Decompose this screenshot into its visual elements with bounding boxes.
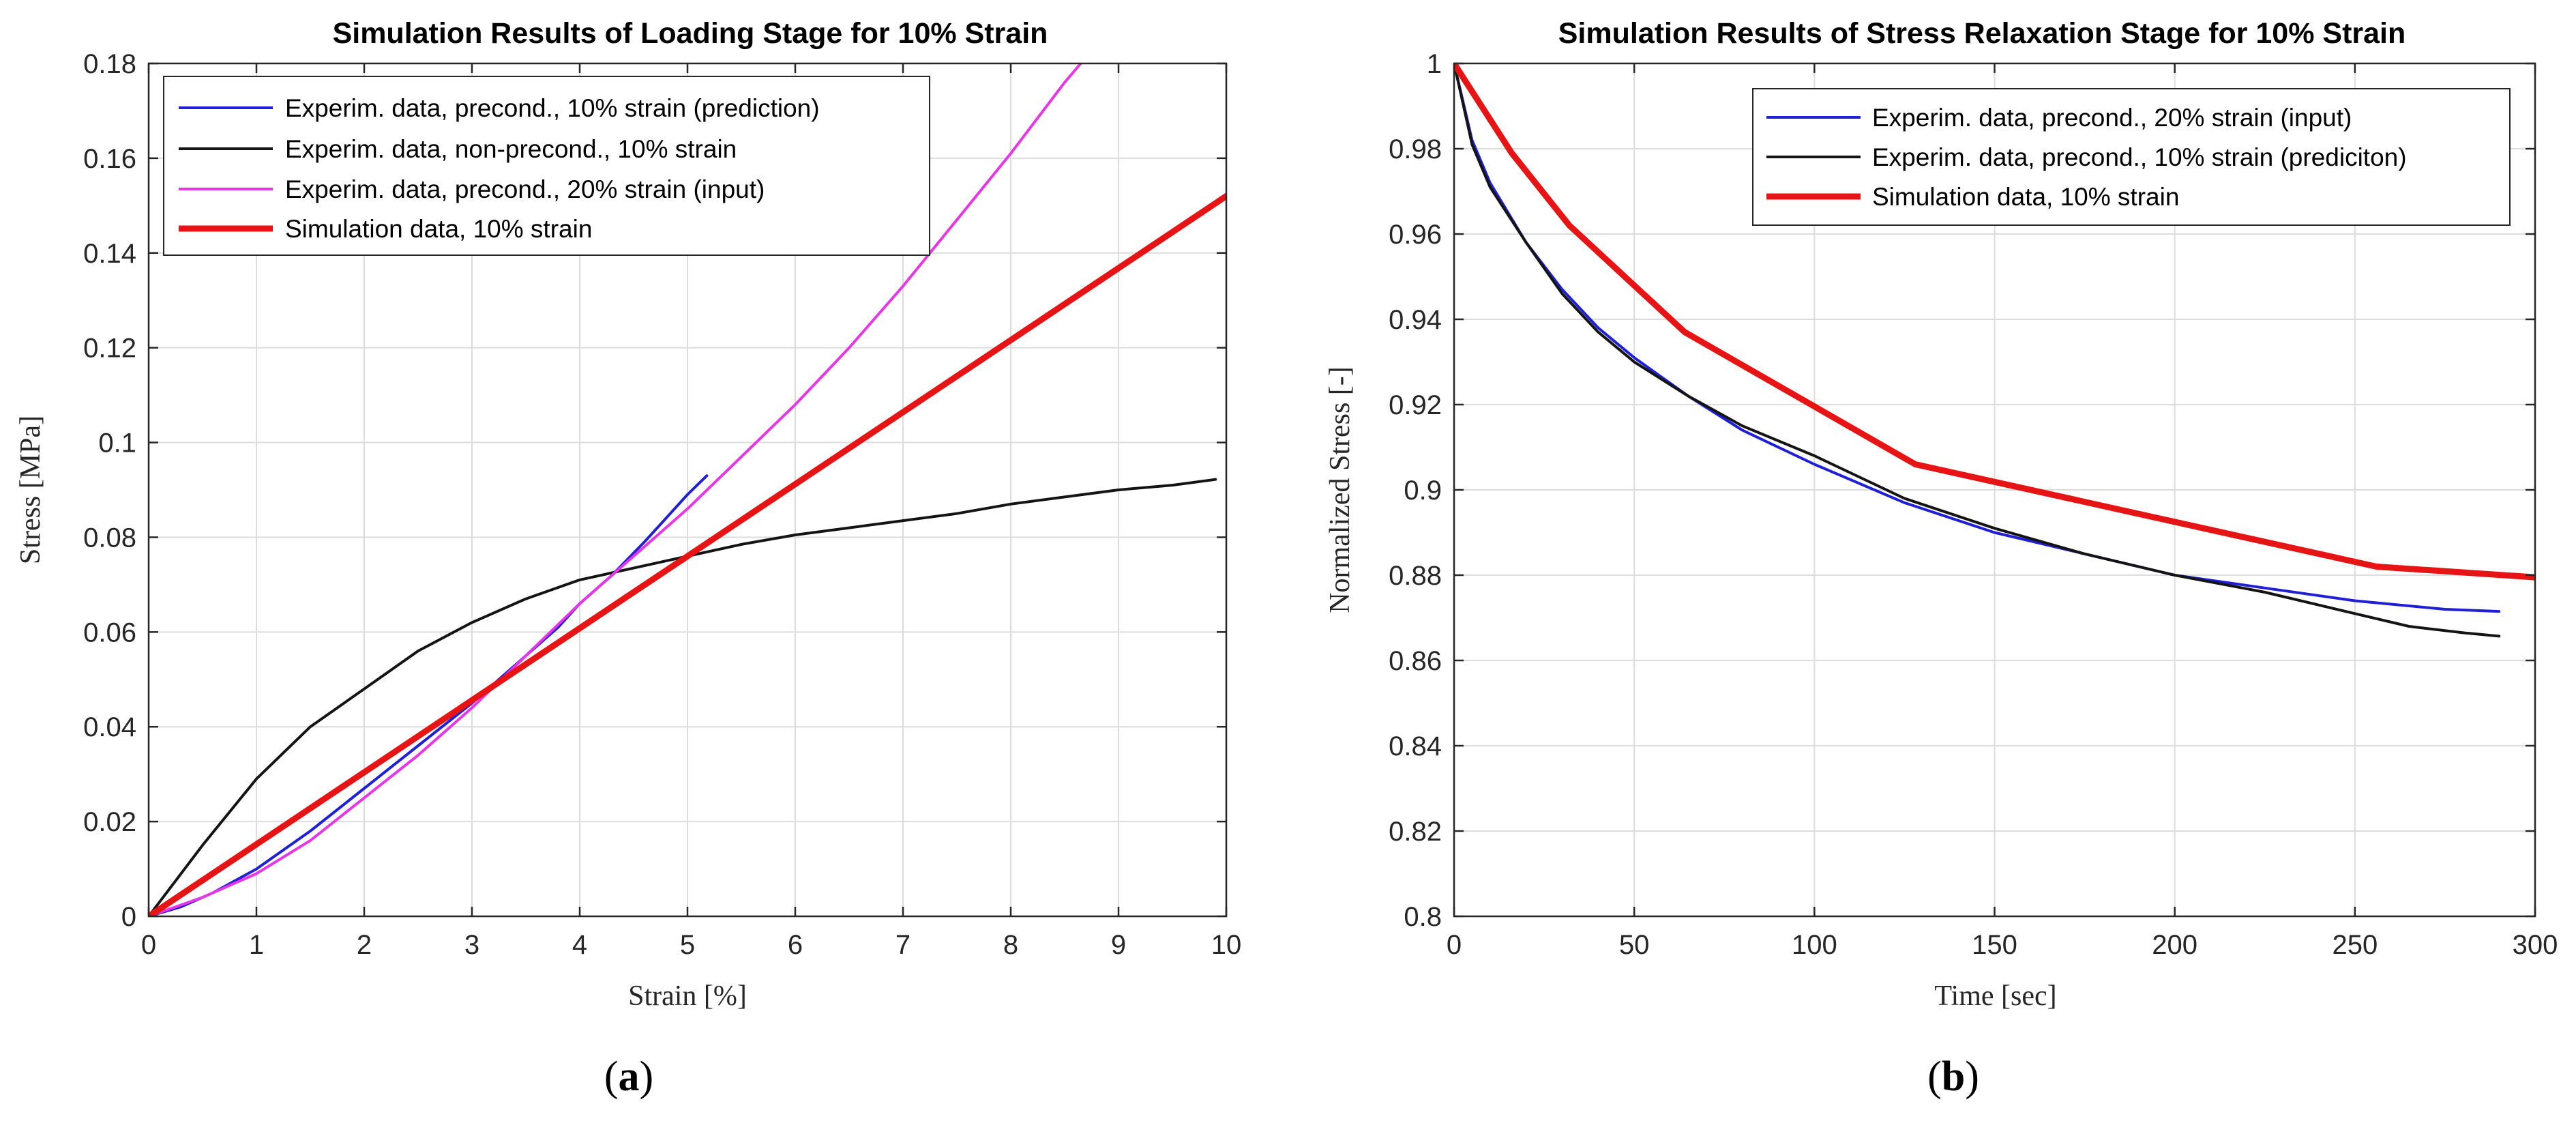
x-tick-label: 0 bbox=[1447, 930, 1462, 960]
x-tick-label: 150 bbox=[1972, 930, 2017, 960]
x-tick-label: 1 bbox=[249, 930, 264, 960]
y-tick-label: 0.12 bbox=[83, 334, 136, 364]
x-tick-label: 0 bbox=[141, 930, 156, 960]
chart-b-legend: Experim. data, precond., 20% strain (inp… bbox=[1752, 88, 2511, 226]
legend-a-label-1: Experim. data, non-precond., 10% strain bbox=[285, 135, 737, 163]
x-tick-label: 7 bbox=[895, 930, 911, 960]
y-tick-label: 0.9 bbox=[1404, 476, 1442, 506]
chart-b-ticks: 0 50 100 150 200 250 300 0.8 0.82 0.84 0.86 0.88 0.9… bbox=[1389, 49, 2558, 960]
x-tick-label: 6 bbox=[788, 930, 803, 960]
series-line-2 bbox=[1454, 63, 2501, 638]
y-tick-label: 0.14 bbox=[83, 239, 136, 269]
chart-b-xlabel: Time [sec] bbox=[1934, 980, 2056, 1012]
y-tick-label: 0.96 bbox=[1389, 220, 1442, 250]
series-line-2 bbox=[149, 478, 1217, 916]
x-tick-label: 8 bbox=[1003, 930, 1018, 960]
y-tick-label: 0.86 bbox=[1389, 646, 1442, 676]
y-tick-label: 0.16 bbox=[83, 144, 136, 174]
caption-a: (a) bbox=[604, 1053, 653, 1100]
y-tick-label: 0.02 bbox=[83, 807, 136, 837]
chart-a-series bbox=[149, 63, 1226, 916]
y-tick-label: 0.18 bbox=[83, 49, 136, 79]
legend-b-label-1: Experim. data, precond., 10% strain (pre… bbox=[1872, 143, 2407, 171]
y-tick-label: 0.1 bbox=[98, 428, 136, 458]
y-tick-label: 0.08 bbox=[83, 523, 136, 553]
chart-a: Simulation Results of Loading Stage for … bbox=[15, 17, 1241, 1100]
caption-b: (b) bbox=[1927, 1053, 1979, 1100]
legend-b-label-2: Simulation data, 10% strain bbox=[1872, 183, 2179, 211]
y-tick-label: 0.06 bbox=[83, 617, 136, 647]
legend-b-label-0: Experim. data, precond., 20% strain (inp… bbox=[1872, 104, 2352, 132]
x-tick-label: 3 bbox=[464, 930, 479, 960]
series-line-3 bbox=[149, 63, 1082, 916]
x-tick-label: 50 bbox=[1619, 930, 1650, 960]
x-tick-label: 10 bbox=[1211, 930, 1242, 960]
chart-a-ylabel: Stress [MPa] bbox=[15, 416, 46, 564]
x-tick-label: 5 bbox=[680, 930, 695, 960]
y-tick-label: 1 bbox=[1427, 49, 1442, 79]
y-tick-label: 0.8 bbox=[1404, 902, 1442, 932]
x-tick-label: 4 bbox=[572, 930, 587, 960]
chart-a-xlabel: Strain [%] bbox=[628, 980, 747, 1012]
chart-b-legend-box bbox=[1752, 88, 2511, 226]
x-tick-label: 250 bbox=[2332, 930, 2378, 960]
x-tick-label: 2 bbox=[357, 930, 372, 960]
chart-b-ylabel: Normalized Stress [-] bbox=[1324, 366, 1356, 613]
chart-a-title: Simulation Results of Loading Stage for … bbox=[333, 17, 1048, 50]
legend-a-label-2: Experim. data, precond., 20% strain (inp… bbox=[285, 175, 765, 203]
x-tick-label: 9 bbox=[1111, 930, 1126, 960]
series-line-1 bbox=[149, 474, 709, 916]
legend-a-label-3: Simulation data, 10% strain bbox=[285, 215, 592, 243]
chart-b-series bbox=[1454, 63, 2535, 638]
chart-a-ticks: 0 1 2 3 4 5 6 7 8 9 10 0 0.02 0.04 0.06 0.08 0.1 0.12 0.14… bbox=[83, 49, 1241, 960]
y-tick-label: 0.84 bbox=[1389, 731, 1442, 761]
x-tick-label: 100 bbox=[1792, 930, 1837, 960]
y-tick-label: 0.94 bbox=[1389, 305, 1442, 335]
y-tick-label: 0 bbox=[121, 902, 136, 932]
x-tick-label: 200 bbox=[2152, 930, 2197, 960]
chart-b: Simulation Results of Stress Relaxation … bbox=[1324, 17, 2558, 1100]
legend-a-label-0: Experim. data, precond., 10% strain (pre… bbox=[285, 94, 820, 122]
y-tick-label: 0.92 bbox=[1389, 390, 1442, 420]
series-line-3 bbox=[1454, 63, 2535, 581]
chart-a-legend: Experim. data, precond., 10% strain (pre… bbox=[163, 76, 930, 256]
series-line-4 bbox=[149, 192, 1226, 916]
y-tick-label: 0.98 bbox=[1389, 134, 1442, 164]
x-tick-label: 300 bbox=[2513, 930, 2558, 960]
chart-a-legend-box bbox=[163, 76, 930, 256]
y-tick-label: 0.88 bbox=[1389, 561, 1442, 591]
y-tick-label: 0.04 bbox=[83, 712, 136, 742]
chart-b-title: Simulation Results of Stress Relaxation … bbox=[1558, 17, 2406, 50]
y-tick-label: 0.82 bbox=[1389, 817, 1442, 847]
